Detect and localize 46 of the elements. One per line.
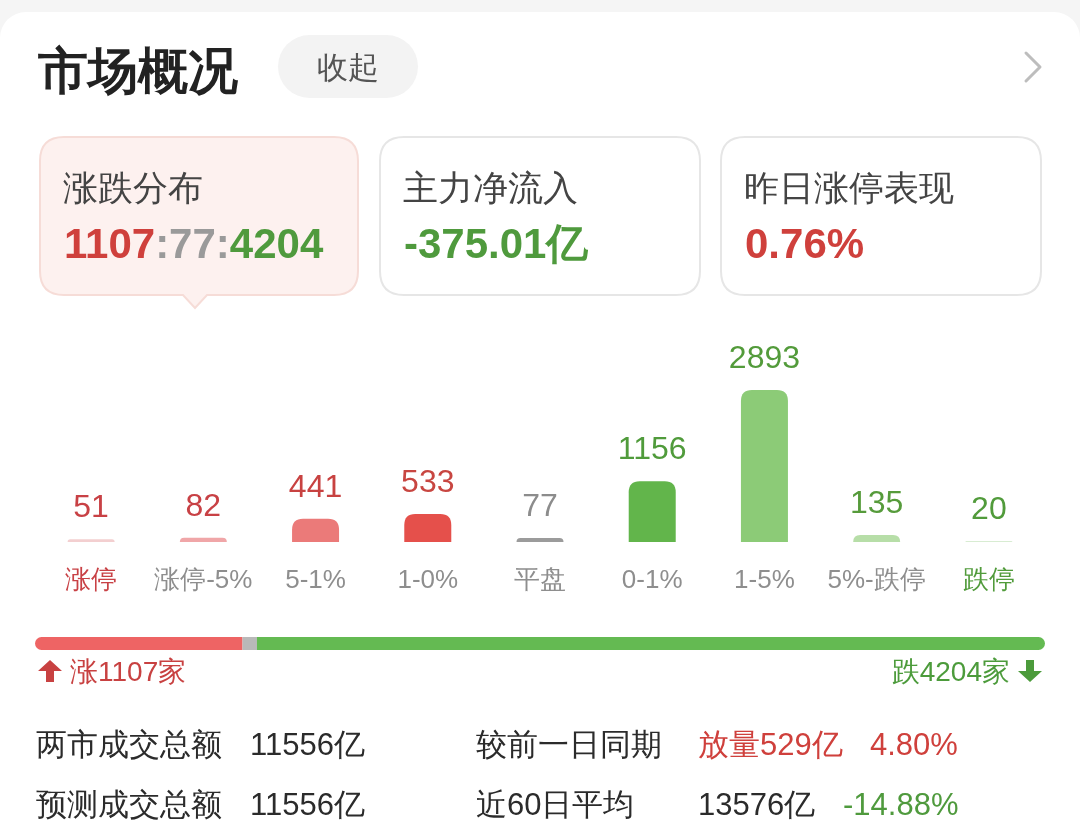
text: 11556亿	[250, 727, 365, 762]
text: 预测成交总额	[36, 787, 222, 822]
data-label: 51	[73, 488, 109, 525]
bar	[292, 518, 340, 542]
text: 昨日涨停表现	[744, 168, 954, 207]
x-tick-label: 0-1%	[621, 564, 683, 594]
bar	[628, 481, 676, 542]
bar	[516, 537, 564, 542]
data-label: 82	[185, 486, 222, 523]
data-label: 20	[971, 489, 1007, 526]
data-label: 跌4204家	[891, 656, 1010, 687]
text: 0.76%	[745, 220, 865, 267]
data-label: 135	[849, 483, 904, 520]
bar	[67, 539, 115, 542]
x-tick-label: 跌停	[962, 564, 1015, 594]
bar	[740, 390, 788, 542]
data-label: 2893	[728, 339, 801, 375]
text: 收起	[317, 50, 379, 85]
x-tick-label: 1-0%	[397, 564, 459, 594]
x-tick-label: 5-1%	[285, 564, 346, 594]
data-label: 1156	[617, 430, 687, 467]
text: 11556亿	[250, 787, 365, 822]
text: 近60日平均	[476, 787, 635, 822]
bar	[179, 537, 227, 542]
x-tick-label: 5%-跌停	[827, 564, 926, 594]
text: 两市成交总额	[36, 727, 222, 762]
text: -375.01亿	[404, 220, 590, 267]
data-label: 77	[522, 486, 558, 523]
x-tick-label: 涨停	[65, 564, 118, 594]
bar	[853, 534, 901, 542]
text: -14.88%	[843, 787, 959, 822]
data-label: 533	[401, 463, 455, 499]
bar	[404, 514, 452, 542]
text: 主力净流入	[403, 168, 578, 207]
data-label: 441	[288, 467, 343, 504]
text: 13576亿	[698, 787, 816, 822]
text: 1107:77:4204	[64, 220, 324, 267]
x-tick-label: 1-5%	[734, 564, 795, 594]
text: 放量529亿	[698, 727, 843, 762]
text: 市场概况	[37, 43, 238, 99]
text: 4.80%	[870, 727, 958, 762]
x-tick-label: 平盘	[514, 564, 566, 594]
text: 较前一日同期	[476, 727, 662, 762]
data-label: 涨1107家	[70, 656, 187, 687]
text: 涨跌分布	[63, 168, 203, 207]
x-tick-label: 涨停-5%	[154, 564, 253, 594]
